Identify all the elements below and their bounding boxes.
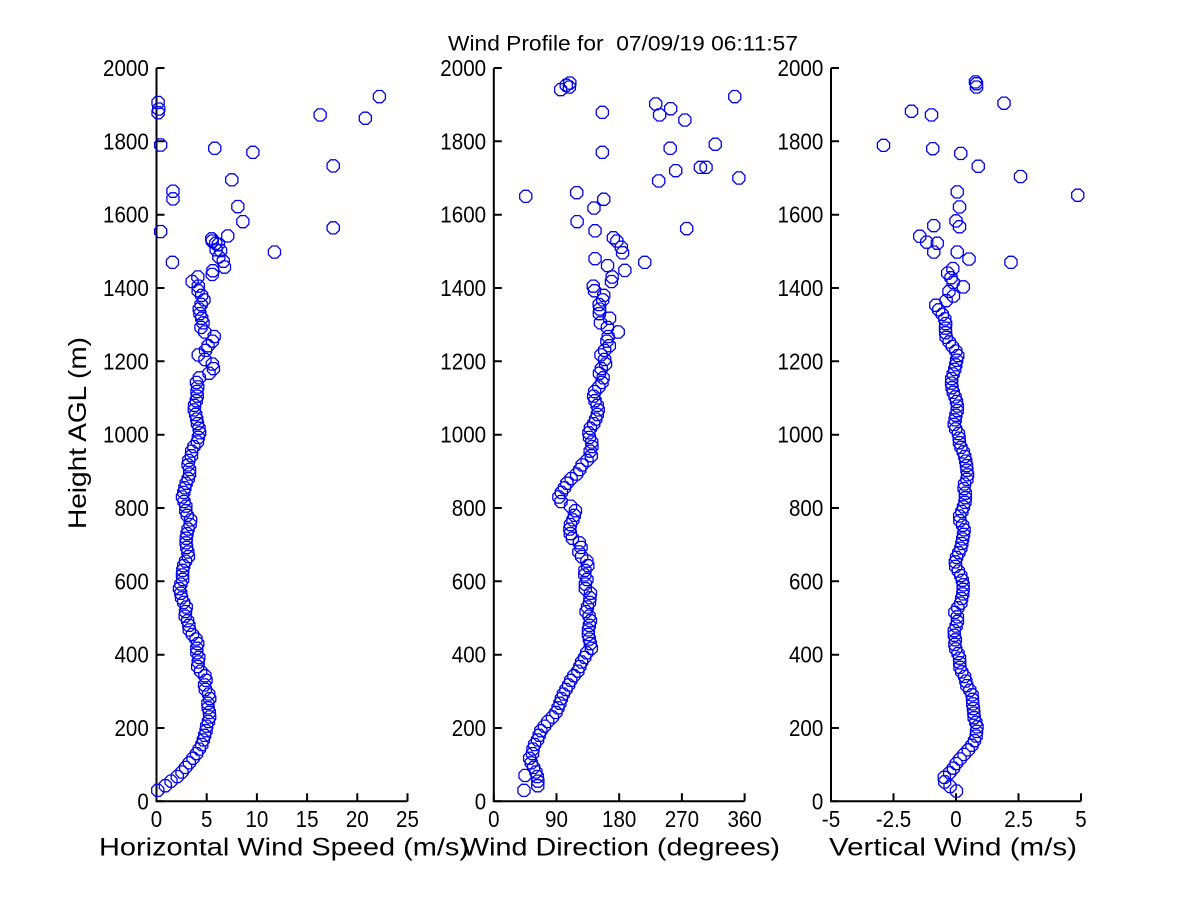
svg-text:200: 200 [452, 715, 486, 741]
svg-text:400: 400 [452, 642, 486, 668]
svg-text:200: 200 [115, 715, 149, 741]
svg-text:0: 0 [137, 788, 148, 814]
svg-text:2000: 2000 [103, 55, 149, 81]
svg-text:-5: -5 [822, 806, 840, 832]
svg-text:0: 0 [475, 788, 486, 814]
svg-text:1800: 1800 [103, 128, 149, 154]
svg-text:5: 5 [1075, 806, 1086, 832]
svg-text:0: 0 [151, 806, 162, 832]
svg-text:1600: 1600 [440, 202, 486, 228]
svg-text:800: 800 [789, 495, 823, 521]
svg-text:5: 5 [201, 806, 212, 832]
svg-text:360: 360 [727, 806, 761, 832]
svg-text:0: 0 [950, 806, 961, 832]
svg-text:1600: 1600 [778, 202, 824, 228]
svg-text:1200: 1200 [440, 348, 486, 374]
svg-text:800: 800 [452, 495, 486, 521]
svg-text:1600: 1600 [103, 202, 149, 228]
svg-text:800: 800 [115, 495, 149, 521]
svg-text:10: 10 [245, 806, 268, 832]
svg-text:0: 0 [812, 788, 823, 814]
svg-text:Horizontal Wind Speed (m/s): Horizontal Wind Speed (m/s) [99, 834, 469, 862]
svg-text:1200: 1200 [103, 348, 149, 374]
svg-text:600: 600 [789, 568, 823, 594]
svg-text:Wind Direction (degrees): Wind Direction (degrees) [462, 834, 780, 862]
svg-text:1000: 1000 [103, 422, 149, 448]
svg-text:Vertical Wind (m/s): Vertical Wind (m/s) [829, 834, 1077, 862]
svg-text:20: 20 [346, 806, 369, 832]
svg-text:180: 180 [602, 806, 636, 832]
svg-text:400: 400 [789, 642, 823, 668]
svg-text:2.5: 2.5 [1004, 806, 1033, 832]
svg-text:1400: 1400 [103, 275, 149, 301]
svg-text:270: 270 [665, 806, 699, 832]
svg-text:2000: 2000 [778, 55, 824, 81]
svg-text:Height AGL (m): Height AGL (m) [64, 337, 92, 529]
svg-text:1400: 1400 [778, 275, 824, 301]
svg-text:400: 400 [115, 642, 149, 668]
svg-text:1000: 1000 [440, 422, 486, 448]
svg-text:-2.5: -2.5 [876, 806, 912, 832]
svg-text:15: 15 [296, 806, 319, 832]
svg-text:1800: 1800 [440, 128, 486, 154]
svg-text:600: 600 [452, 568, 486, 594]
svg-text:1200: 1200 [778, 348, 824, 374]
svg-text:2000: 2000 [440, 55, 486, 81]
svg-text:1000: 1000 [778, 422, 824, 448]
svg-text:1400: 1400 [440, 275, 486, 301]
svg-text:0: 0 [488, 806, 499, 832]
svg-text:200: 200 [789, 715, 823, 741]
svg-text:90: 90 [545, 806, 568, 832]
svg-text:1800: 1800 [778, 128, 824, 154]
svg-text:25: 25 [396, 806, 419, 832]
svg-text:Wind Profile for 07/09/19 06:: Wind Profile for 07/09/19 06:11:57 [448, 33, 798, 56]
svg-text:600: 600 [115, 568, 149, 594]
